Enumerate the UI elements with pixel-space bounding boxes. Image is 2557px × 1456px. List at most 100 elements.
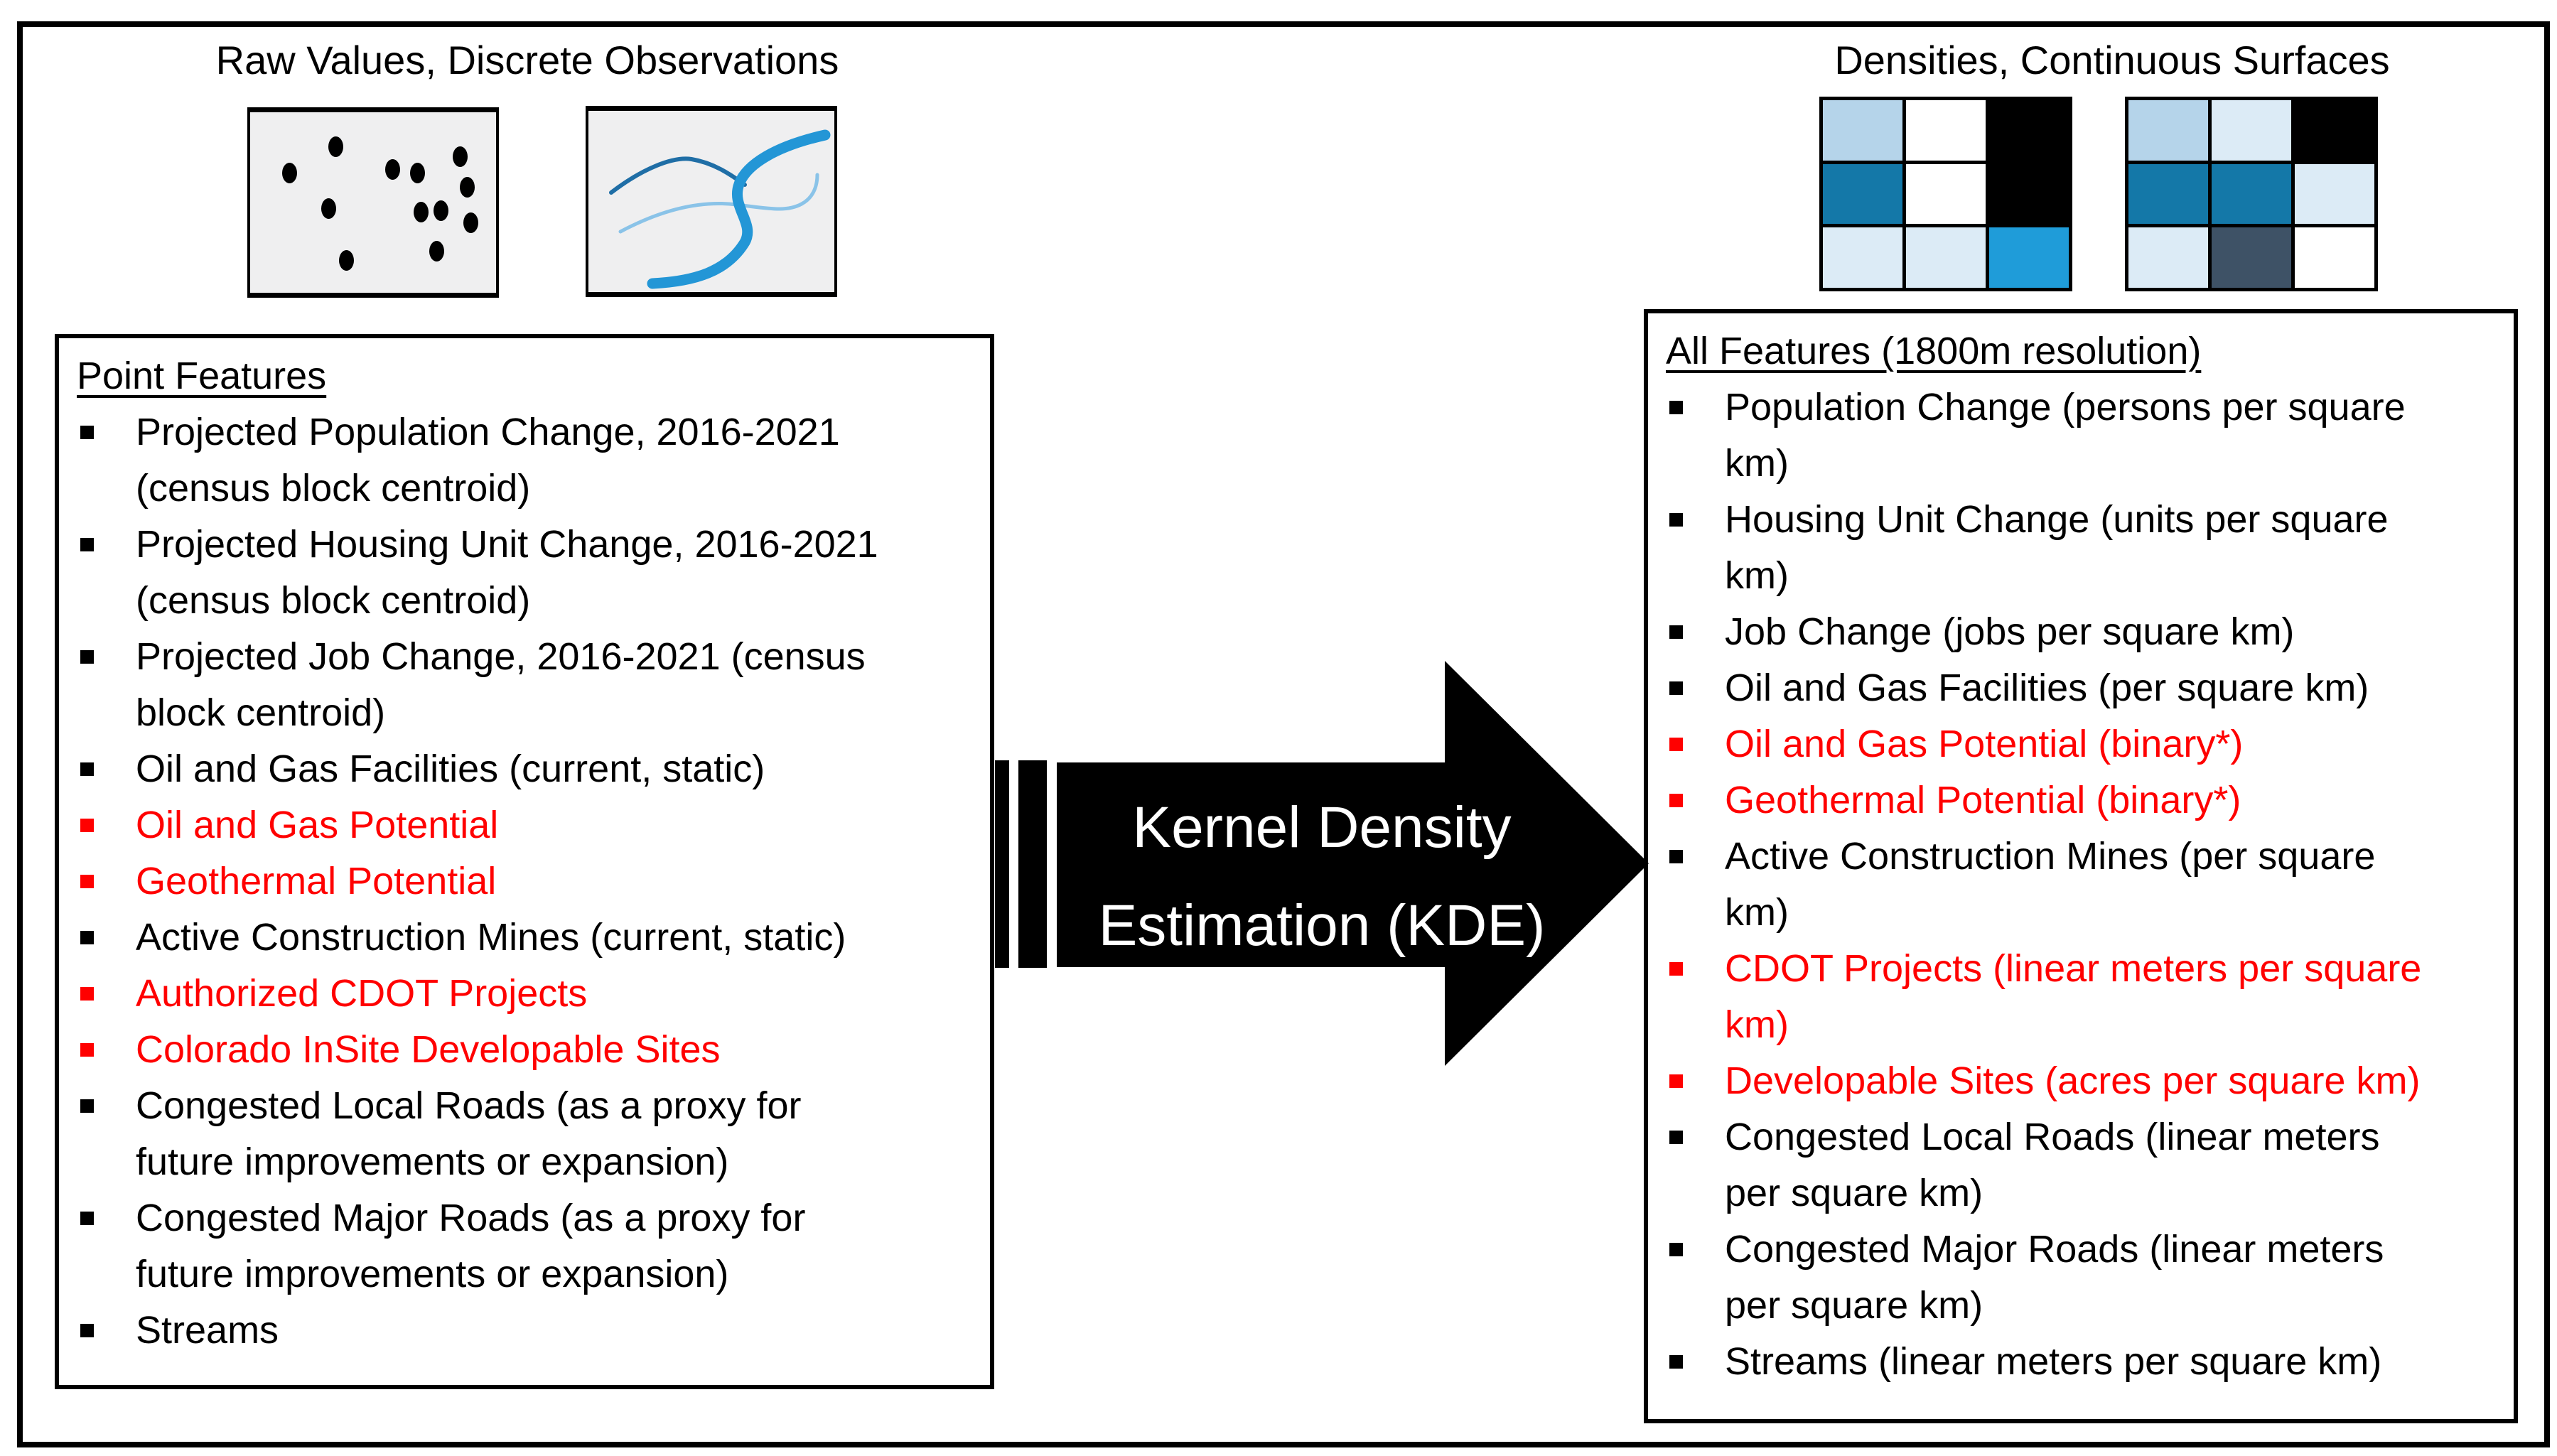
feature-list-item: Streams [59, 1303, 990, 1359]
feature-item-label: Active Construction Mines (current, stat… [136, 916, 846, 959]
kde-arrow-label-line2: Estimation (KDE) [1098, 893, 1546, 958]
point-dot [385, 159, 400, 180]
square-bullet-icon [80, 819, 94, 832]
square-bullet-icon [1669, 401, 1683, 414]
square-bullet-icon [1669, 794, 1683, 807]
raster-cell [1906, 100, 1986, 161]
square-bullet-icon [80, 650, 94, 664]
point-dot [339, 250, 354, 271]
square-bullet-icon [1669, 513, 1683, 527]
kde-arrow-label-line1: Kernel Density [1132, 795, 1512, 860]
feature-list-item: Congested Major Roads (as a proxy for fu… [59, 1190, 990, 1303]
feature-list-item: Geothermal Potential [59, 853, 990, 910]
stream-dark-curve [609, 156, 747, 195]
feature-item-label: Developable Sites (acres per square km) [1725, 1059, 2421, 1102]
feature-list-item: Population Change (persons per square km… [1648, 379, 2514, 492]
feature-item-label: Congested Local Roads (linear meters per… [1725, 1116, 2380, 1214]
raster-cell [2128, 100, 2208, 161]
point-dot [328, 136, 343, 157]
feature-list-item: Housing Unit Change (units per square km… [1648, 492, 2514, 604]
feature-item-label: Job Change (jobs per square km) [1725, 610, 2295, 653]
arrow-tail-bar-2 [1018, 760, 1047, 968]
point-features-title: Point Features [77, 355, 327, 397]
feature-item-label: Streams [136, 1309, 279, 1352]
raw-values-title: Raw Values, Discrete Observations [215, 38, 839, 82]
feature-list-item: Oil and Gas Potential [59, 797, 990, 853]
feature-item-label: Congested Local Roads (as a proxy for fu… [136, 1084, 802, 1183]
point-dot [282, 163, 297, 183]
feature-list-item: Geothermal Potential (binary*) [1648, 772, 2514, 829]
feature-list-item: Colorado InSite Developable Sites [59, 1022, 990, 1078]
feature-item-label: Geothermal Potential [136, 860, 497, 902]
square-bullet-icon [1669, 1355, 1683, 1369]
point-features-list: Projected Population Change, 2016-2021 (… [59, 404, 990, 1359]
feature-item-label: Housing Unit Change (units per square km… [1725, 498, 2389, 597]
feature-item-label: Active Construction Mines (per square km… [1725, 835, 2376, 934]
square-bullet-icon [1669, 1074, 1683, 1088]
square-bullet-icon [1669, 962, 1683, 976]
feature-list-item: Active Construction Mines (per square km… [1648, 829, 2514, 941]
feature-list-item: Congested Major Roads (linear meters per… [1648, 1222, 2514, 1334]
raster-cell [2128, 227, 2208, 288]
feature-list-item: Developable Sites (acres per square km) [1648, 1053, 2514, 1109]
feature-item-label: Congested Major Roads (linear meters per… [1725, 1228, 2384, 1327]
feature-item-label: Oil and Gas Potential (binary*) [1725, 723, 2244, 765]
feature-list-item: Active Construction Mines (current, stat… [59, 910, 990, 966]
feature-item-label: Oil and Gas Facilities (current, static) [136, 748, 765, 790]
feature-list-item: CDOT Projects (linear meters per square … [1648, 941, 2514, 1053]
feature-item-label: Colorado InSite Developable Sites [136, 1028, 721, 1071]
square-bullet-icon [1669, 738, 1683, 751]
feature-item-label: Population Change (persons per square km… [1725, 386, 2406, 485]
all-features-list: Population Change (persons per square km… [1648, 379, 2514, 1390]
square-bullet-icon [80, 538, 94, 551]
kde-arrow-label: Kernel Density Estimation (KDE) [1066, 779, 1578, 975]
density-raster-left [1819, 97, 2072, 291]
feature-item-label: Streams (linear meters per square km) [1725, 1340, 2382, 1383]
feature-item-label: Oil and Gas Potential [136, 804, 499, 846]
arrow-tail-bar-1 [995, 760, 1009, 968]
raster-cell [2212, 100, 2291, 161]
square-bullet-icon [1669, 1243, 1683, 1256]
point-observations-illustration [247, 107, 499, 298]
square-bullet-icon [80, 875, 94, 888]
feature-item-label: Congested Major Roads (as a proxy for fu… [136, 1197, 806, 1295]
point-dot [321, 198, 336, 219]
feature-item-label: Projected Housing Unit Change, 2016-2021… [136, 523, 878, 622]
feature-list-item: Congested Local Roads (linear meters per… [1648, 1109, 2514, 1222]
feature-list-item: Oil and Gas Facilities (current, static) [59, 741, 990, 797]
square-bullet-icon [80, 931, 94, 944]
point-dot [453, 146, 468, 167]
stream-main-curve [647, 129, 831, 289]
raster-cell [1989, 227, 2069, 288]
raster-cell [2295, 100, 2374, 161]
raster-cell [2212, 163, 2291, 225]
stream-light-curve [618, 173, 819, 234]
raster-cell [2212, 227, 2291, 288]
square-bullet-icon [1669, 1131, 1683, 1144]
all-features-box: All Features (1800m resolution) Populati… [1644, 309, 2518, 1423]
square-bullet-icon [1669, 850, 1683, 863]
all-features-title: All Features (1800m resolution) [1666, 330, 2202, 372]
figure-border [17, 21, 2550, 1447]
feature-list-item: Projected Housing Unit Change, 2016-2021… [59, 517, 990, 629]
raster-cell [1989, 100, 2069, 161]
feature-list-item: Authorized CDOT Projects [59, 966, 990, 1022]
square-bullet-icon [80, 426, 94, 439]
feature-list-item: Projected Population Change, 2016-2021 (… [59, 404, 990, 517]
square-bullet-icon [80, 1043, 94, 1057]
raster-cell [1823, 100, 1902, 161]
feature-list-item: Streams (linear meters per square km) [1648, 1334, 2514, 1390]
feature-list-item: Oil and Gas Facilities (per square km) [1648, 660, 2514, 716]
stream-lines-illustration [586, 106, 837, 297]
point-dot [460, 177, 475, 198]
raster-cell [2128, 163, 2208, 225]
square-bullet-icon [1669, 625, 1683, 639]
feature-item-label: CDOT Projects (linear meters per square … [1725, 947, 2422, 1046]
square-bullet-icon [80, 1099, 94, 1113]
raster-cell [1989, 163, 2069, 225]
feature-item-label: Geothermal Potential (binary*) [1725, 779, 2241, 821]
feature-item-label: Oil and Gas Facilities (per square km) [1725, 667, 2369, 709]
point-dot [414, 202, 429, 222]
raster-cell [1823, 163, 1902, 225]
